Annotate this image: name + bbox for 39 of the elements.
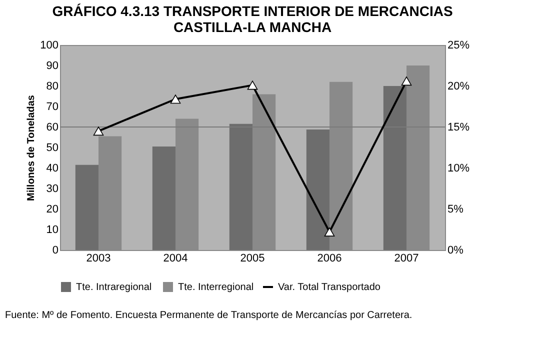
x-tick-label: 2003 — [86, 252, 111, 264]
y-tick-label: 100 — [40, 40, 58, 52]
legend-label: Tte. Intraregional — [76, 282, 152, 293]
y2-tick-label: 20% — [448, 80, 470, 92]
legend-label: Var. Total Transportado — [278, 282, 381, 293]
y2-tick-label: 0% — [448, 244, 464, 256]
y-tick-label: 80 — [46, 80, 58, 92]
point — [170, 94, 181, 104]
y2-tick-label: 15% — [448, 122, 470, 134]
bar — [75, 164, 98, 250]
y-tick-label: 70 — [46, 101, 58, 113]
point — [401, 76, 412, 86]
y-tick-label: 50 — [46, 142, 58, 154]
y-axis-title: Millones de Toneladas — [26, 94, 38, 201]
y-tick-label: 60 — [46, 122, 58, 134]
source-note: Fuente: Mº de Fomento. Encuesta Permanente de Transporte de Mercancías por Carretera. — [5, 310, 412, 321]
bar — [229, 124, 252, 250]
bar — [383, 86, 406, 250]
y2-tick-label: 25% — [448, 40, 470, 52]
y2-tick-label: 5% — [448, 204, 464, 216]
y-tick-label: 30 — [46, 183, 58, 195]
text: GRÁFICO 4.3.13 TRANSPORTE INTERIOR DE MERCANCIAS — [52, 3, 453, 19]
x-tick-label: 2005 — [240, 252, 265, 264]
x-tick-label: 2004 — [163, 252, 188, 264]
legend-label: Tte. Interregional — [178, 282, 254, 293]
y-tick-label: 40 — [46, 162, 58, 174]
y2-tick-label: 10% — [448, 162, 470, 174]
x-tick-label: 2007 — [394, 252, 419, 264]
point — [93, 126, 104, 136]
point — [247, 80, 258, 90]
y-tick-label: 90 — [46, 60, 58, 72]
text: CASTILLA-LA MANCHA — [173, 19, 332, 35]
x-tick-label: 2006 — [317, 252, 342, 264]
bar — [152, 146, 176, 250]
y-tick-label: 0 — [52, 244, 58, 256]
y-tick-label: 20 — [46, 204, 58, 216]
point — [324, 227, 335, 236]
bar — [306, 129, 330, 250]
y-tick-label: 10 — [46, 224, 58, 236]
